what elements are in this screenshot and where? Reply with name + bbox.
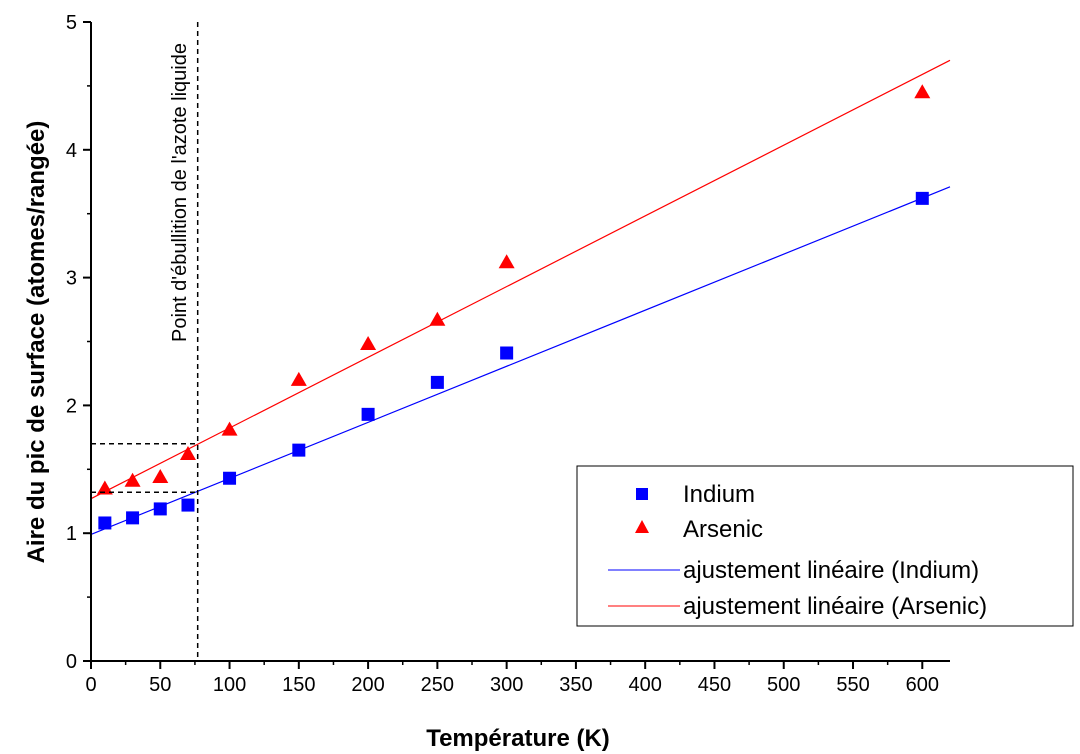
reference-lines (91, 22, 199, 661)
arsenic-point (498, 254, 515, 269)
indium-point (430, 375, 444, 389)
x-tick-label: 250 (421, 674, 454, 696)
arsenic-point (179, 445, 196, 460)
x-tick-label: 500 (767, 674, 800, 696)
indium-point (153, 502, 167, 516)
x-tick-label: 0 (85, 674, 96, 696)
indium-point (126, 511, 140, 525)
arsenic-point (152, 468, 169, 483)
legend: Indium Arsenic ajustement linéaire (Indi… (576, 465, 1074, 627)
legend-arsenic-marker (635, 520, 649, 533)
y-tick-label: 5 (66, 12, 77, 34)
x-tick-label: 150 (282, 674, 315, 696)
arsenic-point (96, 480, 113, 495)
x-tick-label: 100 (213, 674, 246, 696)
y-tick-label: 3 (66, 268, 77, 290)
arsenic-point (914, 84, 931, 99)
legend-indium-label: Indium (683, 481, 755, 508)
legend-arsenic-label: Arsenic (683, 516, 763, 543)
arsenic-point (360, 336, 377, 351)
y-tick-label: 0 (66, 651, 77, 673)
indium-point (98, 516, 112, 530)
indium-point (500, 346, 514, 360)
legend-indium-marker (636, 488, 648, 500)
indium-point (292, 443, 306, 457)
markers (96, 84, 931, 530)
x-tick-label: 200 (351, 674, 384, 696)
x-tick-label: 350 (559, 674, 592, 696)
x-tick-label: 400 (629, 674, 662, 696)
y-tick-label: 4 (66, 140, 77, 162)
arsenic-point (221, 421, 238, 436)
x-tick-label: 550 (836, 674, 869, 696)
x-tick-label: 50 (149, 674, 171, 696)
axes: 0 50 100 150 200 250 300 350 400 450 500 550 600 0 1 2 3… (66, 12, 950, 696)
arsenic-point (429, 311, 446, 326)
arsenic-point (290, 371, 307, 386)
indium-point (223, 471, 237, 485)
y-tick-label: 1 (66, 523, 77, 545)
indium-point (361, 407, 375, 421)
indium-point (181, 498, 195, 512)
legend-indium-fit-label: ajustement linéaire (Indium) (683, 557, 979, 584)
fit-line-arsenic (90, 59, 951, 500)
y-axis-title: Aire du pic de surface (atomes/rangée) (23, 121, 50, 564)
boiling-point-annotation: Point d'ébullition de l'azote liquide (169, 43, 191, 342)
fit-lines (90, 59, 951, 536)
x-tick-label: 300 (490, 674, 523, 696)
arsenic-point (124, 472, 141, 487)
x-axis-title: Température (K) (426, 725, 610, 752)
x-tick-label: 450 (698, 674, 731, 696)
legend-arsenic-fit-label: ajustement linéaire (Arsenic) (683, 593, 987, 620)
y-tick-label: 2 (66, 395, 77, 417)
legend-box (576, 465, 1074, 627)
indium-point (915, 191, 929, 205)
x-tick-label: 600 (906, 674, 939, 696)
